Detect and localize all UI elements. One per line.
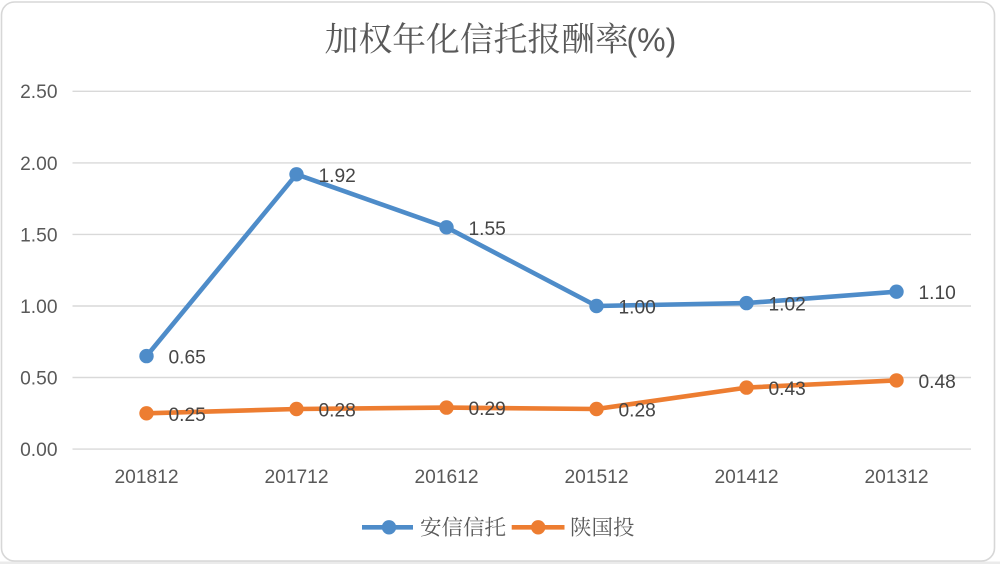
svg-text:1.02: 1.02 [769,295,806,316]
svg-text:0.43: 0.43 [769,379,806,400]
svg-text:2.00: 2.00 [20,154,57,175]
svg-text:201812: 201812 [114,467,178,488]
svg-text:1.00: 1.00 [619,298,656,319]
svg-text:0.28: 0.28 [619,401,656,422]
svg-text:0.00: 0.00 [20,440,57,461]
svg-text:(%): (%) [627,22,677,58]
svg-text:201512: 201512 [564,467,628,488]
svg-text:0.50: 0.50 [20,368,57,389]
svg-text:1.55: 1.55 [469,219,506,240]
svg-text:1.10: 1.10 [919,283,956,304]
svg-text:201612: 201612 [414,467,478,488]
svg-text:0.48: 0.48 [919,372,956,393]
svg-text:201312: 201312 [864,467,928,488]
svg-text:1.92: 1.92 [319,166,356,187]
svg-text:2.50: 2.50 [20,82,57,103]
svg-text:0.25: 0.25 [169,405,206,426]
svg-text:201712: 201712 [264,467,328,488]
svg-text:1.50: 1.50 [20,225,57,246]
svg-text:0.28: 0.28 [319,401,356,422]
svg-text:0.29: 0.29 [469,399,506,420]
svg-text:1.00: 1.00 [20,297,57,318]
svg-text:201412: 201412 [714,467,778,488]
svg-text:0.65: 0.65 [169,348,206,369]
